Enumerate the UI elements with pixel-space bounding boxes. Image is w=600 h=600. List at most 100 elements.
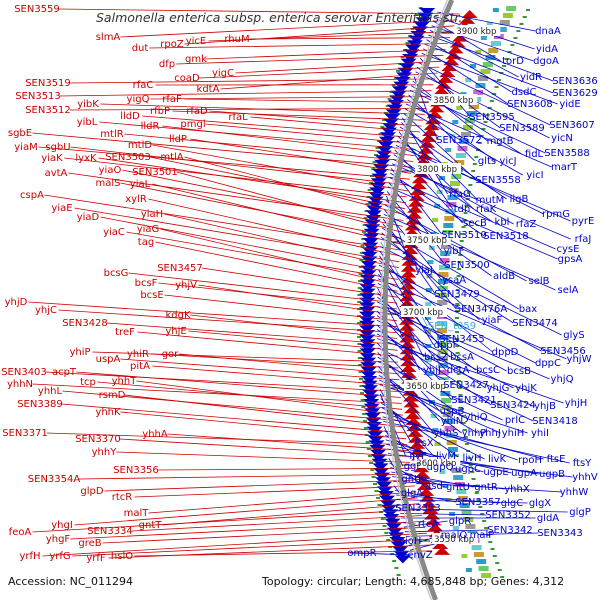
forward-gene-label[interactable]: rfaC [133,80,154,91]
forward-gene-label[interactable]: SEN3501 [132,167,178,178]
reverse-gene-label[interactable]: ftsY [573,458,592,469]
forward-gene-label[interactable]: gor [162,349,179,360]
forward-gene-label[interactable]: mtlR [100,129,123,140]
reverse-gene-label[interactable]: ugpA [511,468,537,479]
forward-gene-label[interactable]: tag [138,237,154,248]
reverse-gene-label[interactable]: ftsX [414,438,433,449]
forward-gene-label[interactable]: yigQ [127,94,150,105]
reverse-gene-label[interactable]: SEN3357 [455,497,501,508]
reverse-gene-label[interactable]: ugpB [539,469,565,480]
forward-gene-label[interactable]: cspA [20,190,44,201]
forward-gene-label[interactable]: SEN3457 [157,263,203,274]
reverse-gene-label[interactable]: yhjJ [423,365,441,376]
reverse-gene-label[interactable]: gntU [446,482,470,493]
reverse-gene-label[interactable]: SEN3353 [395,503,441,514]
reverse-gene-label[interactable]: kbl [495,217,510,228]
forward-gene-label[interactable]: sgbU [45,142,70,153]
reverse-gene-label[interactable]: yidA [536,44,558,55]
reverse-gene-label[interactable]: SEN3343 [537,528,583,539]
forward-gene-label[interactable]: yiaE [51,203,72,214]
reverse-gene-label[interactable]: mgtB [487,136,514,147]
reverse-gene-label[interactable]: malQ [441,530,468,541]
forward-gene-label[interactable]: SEN3519 [25,78,71,89]
forward-gene-label[interactable]: feoA [9,527,32,538]
reverse-gene-label[interactable]: SEN3518 [483,231,529,242]
reverse-gene-label[interactable]: prlC [505,415,525,426]
reverse-gene-label[interactable]: SEN3510 [441,230,487,241]
reverse-gene-label[interactable]: ugpQ [427,462,454,473]
reverse-gene-label[interactable]: yhhJ [479,428,501,439]
reverse-gene-label[interactable]: ggt [404,461,421,472]
reverse-gene-label[interactable]: pyrE [572,216,595,227]
reverse-gene-label[interactable]: yicJ [499,156,516,167]
forward-gene-label[interactable]: yhjC [35,305,57,316]
forward-gene-label[interactable]: yhjE [165,326,186,337]
reverse-gene-label[interactable]: rpmG [542,209,570,220]
reverse-gene-label[interactable]: bcsC [476,365,500,376]
forward-gene-label[interactable]: slmA [96,32,121,43]
reverse-gene-label[interactable]: SEN3352 [485,510,531,521]
reverse-gene-label[interactable]: yhiH [502,428,525,439]
reverse-gene-label[interactable]: yhhP [462,428,487,439]
forward-gene-label[interactable]: rfaD [186,106,208,117]
reverse-gene-label[interactable]: dgoA [533,56,559,67]
reverse-gene-label[interactable]: SEN3572 [436,135,482,146]
reverse-gene-label[interactable]: yibF [444,246,465,257]
forward-gene-label[interactable]: yicE [186,36,207,47]
reverse-gene-label[interactable]: livH [463,453,482,464]
reverse-gene-label[interactable]: glyS [563,330,584,341]
forward-gene-label[interactable]: rhuM [224,34,249,45]
forward-gene-label[interactable]: lldD [120,111,140,122]
forward-gene-label[interactable]: yigC [212,68,234,79]
reverse-gene-label[interactable]: rfaG [449,189,471,200]
forward-gene-label[interactable]: acpT [52,367,77,378]
reverse-gene-label[interactable]: asd [425,481,443,492]
forward-gene-label[interactable]: yhgF [46,534,71,545]
reverse-gene-label[interactable]: ysaA [442,275,466,286]
reverse-gene-label[interactable]: SEN3456 [540,346,586,357]
forward-gene-label[interactable]: xylR [125,194,147,205]
forward-gene-label[interactable]: yiaD [77,212,100,223]
reverse-gene-label[interactable]: yiaF [482,315,503,326]
reverse-gene-label[interactable]: rtcA [418,519,439,530]
forward-gene-label[interactable]: yhhA [142,429,168,440]
forward-gene-label[interactable]: greB [78,538,101,549]
reverse-gene-label[interactable]: yicN [551,133,573,144]
forward-gene-label[interactable]: yiaC [103,227,125,238]
forward-gene-label[interactable]: SEN3370 [75,434,121,445]
forward-gene-label[interactable]: yhhK [95,407,121,418]
forward-gene-label[interactable]: yhhY [92,447,118,458]
reverse-gene-label[interactable]: SEN3608 [507,99,553,110]
forward-gene-label[interactable]: yhjD [5,297,28,308]
reverse-gene-label[interactable]: gpsA [558,254,583,265]
reverse-gene-label[interactable]: rfaJ [575,234,592,245]
forward-gene-label[interactable]: dfp [159,59,175,70]
forward-gene-label[interactable]: SEN3503 [105,152,151,163]
reverse-gene-label[interactable]: rfaK [476,204,497,215]
forward-gene-label[interactable]: glpD [80,486,103,497]
reverse-gene-label[interactable]: rpoH [518,455,542,466]
forward-gene-label[interactable]: yrfH [19,551,40,562]
reverse-gene-label[interactable]: SEN3595 [469,112,515,123]
forward-gene-label[interactable]: yiaK [41,153,63,164]
forward-gene-label[interactable]: mtlD [128,140,152,151]
forward-gene-label[interactable]: SEN3354A [28,474,81,485]
reverse-gene-label[interactable]: malP [470,530,495,541]
reverse-gene-label[interactable]: dppC [535,358,561,369]
forward-gene-label[interactable]: rfaF [162,94,182,105]
forward-gene-label[interactable]: sgbE [8,128,32,139]
forward-gene-label[interactable]: bcsF [135,278,158,289]
forward-gene-label[interactable]: treF [115,327,135,338]
reverse-gene-label[interactable]: ftsE [547,454,566,465]
forward-gene-label[interactable]: SEN3356 [113,465,159,476]
forward-gene-label[interactable]: yiaH [141,209,163,220]
reverse-gene-label[interactable]: SEN3607 [549,120,595,131]
forward-gene-label[interactable]: uspA [96,354,121,365]
forward-gene-label[interactable]: kdgK [165,310,190,321]
forward-gene-label[interactable]: SEN3428 [62,318,108,329]
reverse-gene-label[interactable]: yhhW [560,487,589,498]
forward-gene-label[interactable]: mtlA [160,152,183,163]
reverse-gene-label[interactable]: tdh [454,204,471,215]
reverse-gene-label[interactable]: SEN_t059 [428,321,476,332]
